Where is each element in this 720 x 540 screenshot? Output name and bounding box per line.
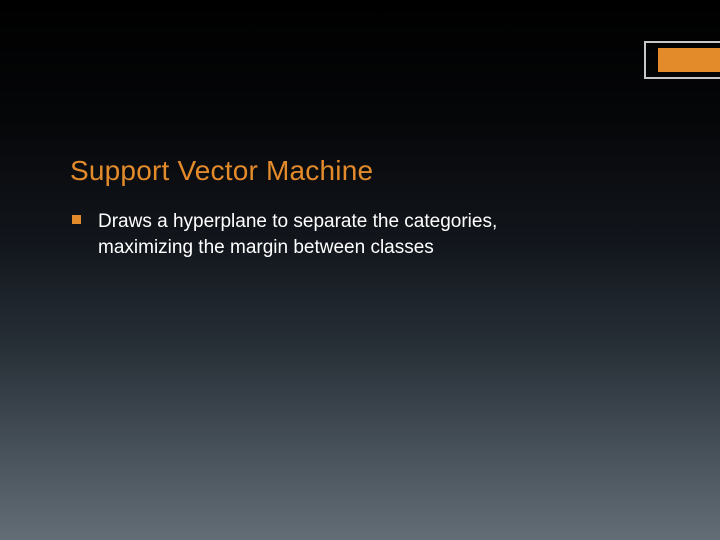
bullet-item: Draws a hyperplane to separate the categ… [94, 209, 584, 260]
slide-title: Support Vector Machine [70, 155, 650, 187]
bullet-marker-icon [72, 215, 81, 224]
slide: Support Vector Machine Draws a hyperplan… [0, 0, 720, 540]
bullet-text: Draws a hyperplane to separate the categ… [98, 211, 497, 258]
content-area: Support Vector Machine Draws a hyperplan… [70, 155, 650, 260]
accent-inner-bar [658, 48, 720, 72]
bullet-list: Draws a hyperplane to separate the categ… [70, 209, 650, 260]
